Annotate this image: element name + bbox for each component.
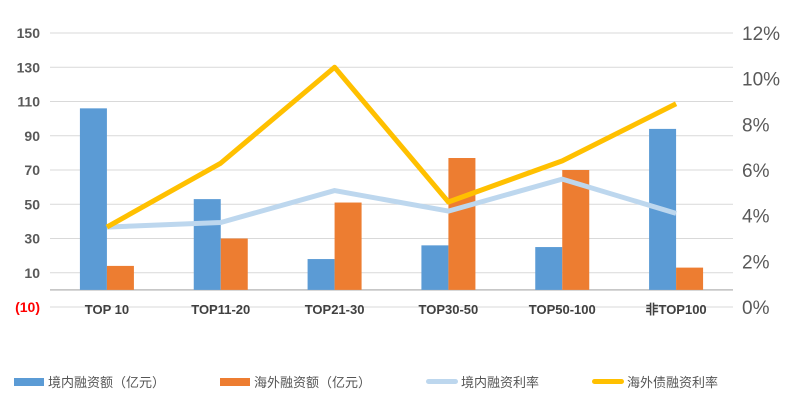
bar bbox=[448, 158, 476, 290]
legend: 境内融资额（亿元） 海外融资额（亿元） 境内融资利率 海外债融资利率 bbox=[0, 372, 788, 396]
left-tick-label: 150 bbox=[17, 25, 41, 41]
x-tick-label: TOP21-30 bbox=[305, 302, 365, 317]
right-tick-label: 8% bbox=[742, 115, 770, 136]
right-tick-label: 12% bbox=[742, 24, 780, 45]
left-tick-label: 70 bbox=[24, 162, 40, 178]
bar bbox=[220, 238, 248, 290]
legend-label: 海外债融资利率 bbox=[627, 375, 719, 390]
series-line bbox=[106, 176, 677, 230]
x-tick-label: TOP30-50 bbox=[419, 302, 479, 317]
right-tick-label: 10% bbox=[742, 70, 780, 91]
x-tick-label: TOP50-100 bbox=[529, 302, 596, 317]
legend-item-domestic-rate: 境内融资利率 bbox=[426, 372, 539, 391]
right-tick-label: 0% bbox=[742, 298, 770, 319]
left-tick-label: 130 bbox=[17, 59, 41, 75]
bar bbox=[106, 265, 134, 290]
left-tick-label: 90 bbox=[24, 128, 40, 144]
x-tick-label: 非TOP100 bbox=[645, 302, 706, 317]
legend-label: 境内融资额（亿元） bbox=[48, 375, 166, 390]
left-tick-label: 10 bbox=[24, 265, 40, 281]
legend-swatch bbox=[220, 377, 250, 386]
left-tick-label: (10) bbox=[15, 299, 40, 315]
left-tick-label: 30 bbox=[24, 231, 40, 247]
bar bbox=[421, 245, 449, 290]
right-tick-label: 2% bbox=[742, 252, 770, 273]
bar bbox=[193, 199, 221, 290]
bar bbox=[676, 267, 704, 290]
legend-label: 境内融资利率 bbox=[461, 375, 540, 390]
bar bbox=[79, 108, 107, 290]
x-tick-label: TOP 10 bbox=[85, 302, 129, 317]
legend-label: 海外融资额（亿元） bbox=[254, 375, 372, 390]
left-tick-label: 110 bbox=[17, 94, 40, 110]
legend-item-overseas-rate: 海外债融资利率 bbox=[592, 372, 718, 391]
bar bbox=[334, 202, 362, 290]
chart-plot: 150 130 110 90 70 50 30 10 (10) 0% 2% 4% 6% 8% 10% 12% T… bbox=[15, 24, 780, 319]
bar bbox=[535, 247, 563, 290]
legend-item-domestic-amount: 境内融资额（亿元） bbox=[14, 372, 165, 391]
legend-swatch bbox=[426, 379, 458, 384]
legend-swatch bbox=[592, 379, 624, 384]
bar bbox=[562, 170, 590, 290]
right-tick-label: 6% bbox=[742, 161, 770, 182]
right-tick-label: 4% bbox=[742, 207, 770, 228]
series-line bbox=[105, 64, 678, 230]
x-tick-label: TOP11-20 bbox=[191, 302, 250, 317]
left-tick-label: 50 bbox=[24, 196, 40, 212]
legend-item-overseas-amount: 海外融资额（亿元） bbox=[220, 372, 371, 391]
bar bbox=[307, 259, 335, 290]
legend-swatch bbox=[14, 377, 44, 386]
